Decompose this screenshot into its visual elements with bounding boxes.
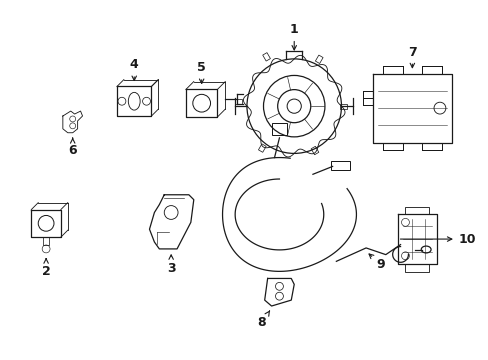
Text: 1: 1 (289, 23, 298, 50)
Bar (315, 55, 323, 63)
Bar (234, 99, 241, 104)
Bar (405, 207, 428, 215)
Text: 7: 7 (407, 45, 416, 68)
Bar (262, 53, 270, 61)
Bar (271, 123, 287, 135)
Bar (405, 264, 428, 271)
Text: 4: 4 (130, 58, 138, 81)
Text: 5: 5 (197, 61, 205, 84)
Text: 10: 10 (400, 233, 475, 246)
Text: 6: 6 (68, 138, 77, 157)
Bar (310, 146, 318, 155)
Text: 9: 9 (368, 254, 385, 271)
Text: 8: 8 (257, 311, 269, 329)
Bar (339, 104, 346, 109)
Text: 3: 3 (166, 255, 175, 275)
Text: 2: 2 (41, 259, 50, 278)
Bar (258, 144, 265, 152)
Bar (330, 161, 349, 170)
